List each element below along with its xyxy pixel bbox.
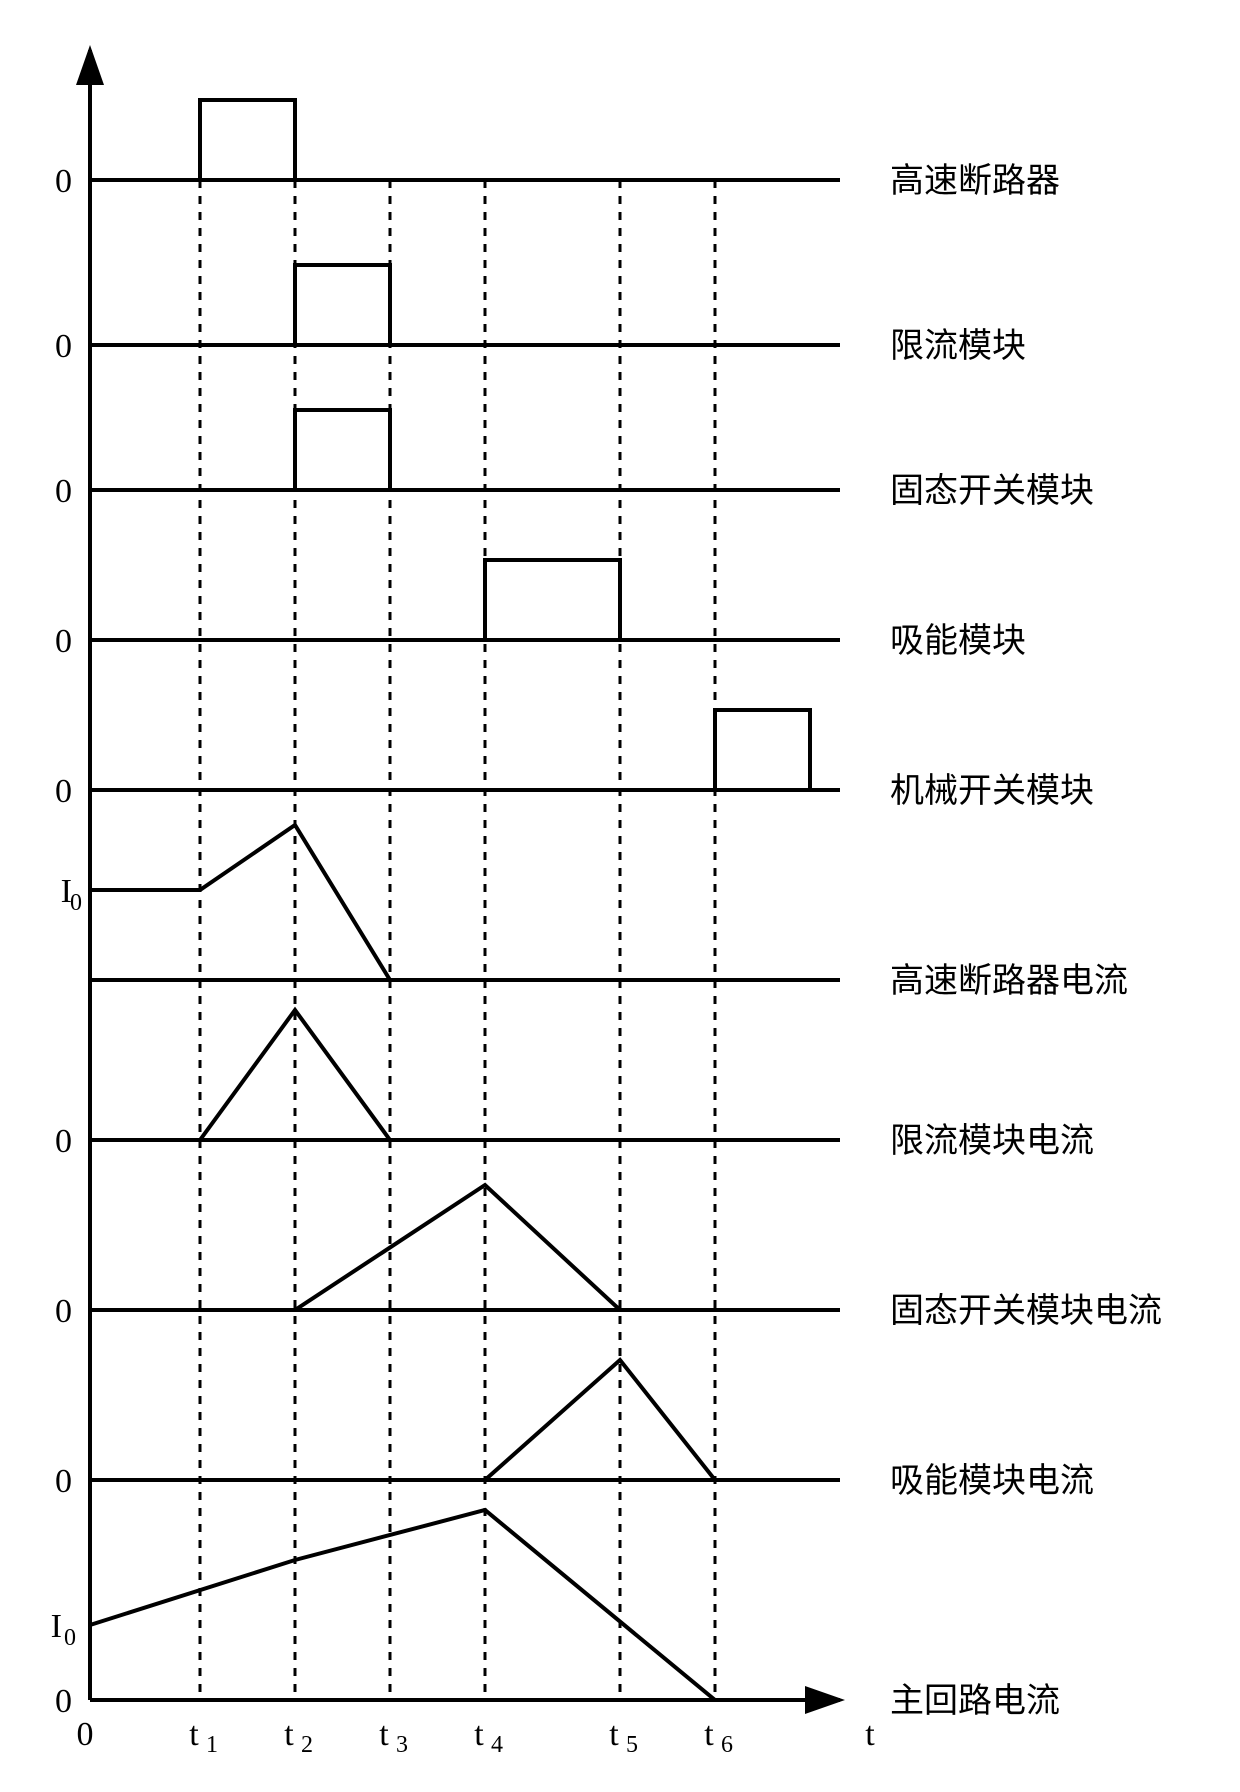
svg-text:0: 0	[55, 1293, 72, 1330]
svg-text:机械开关模块: 机械开关模块	[890, 772, 1094, 810]
svg-text:1: 1	[206, 1732, 218, 1758]
svg-text:限流模块电流: 限流模块电流	[890, 1122, 1094, 1160]
svg-text:0: 0	[55, 773, 72, 810]
svg-text:固态开关模块电流: 固态开关模块电流	[890, 1292, 1162, 1330]
diagram-svg: 0高速断路器0限流模块0固态开关模块0吸能模块0机械开关模块I0高速断路器电流0…	[20, 20, 1220, 1770]
svg-text:0: 0	[55, 1463, 72, 1500]
svg-text:4: 4	[491, 1732, 503, 1758]
svg-text:高速断路器电流: 高速断路器电流	[890, 962, 1128, 1000]
svg-text:0: 0	[70, 890, 82, 916]
svg-text:t: t	[865, 1716, 875, 1753]
svg-text:固态开关模块: 固态开关模块	[890, 472, 1094, 510]
svg-text:主回路电流: 主回路电流	[890, 1682, 1060, 1720]
svg-text:t: t	[189, 1716, 199, 1753]
svg-text:t: t	[379, 1716, 389, 1753]
svg-text:3: 3	[396, 1732, 408, 1758]
svg-text:0: 0	[55, 163, 72, 200]
svg-text:I: I	[51, 1608, 62, 1645]
svg-text:6: 6	[721, 1732, 733, 1758]
svg-text:限流模块: 限流模块	[890, 327, 1026, 365]
svg-text:0: 0	[64, 1625, 76, 1651]
svg-text:高速断路器: 高速断路器	[890, 162, 1060, 200]
svg-text:t: t	[284, 1716, 294, 1753]
svg-text:0: 0	[55, 328, 72, 365]
timing-diagram-chart: 0高速断路器0限流模块0固态开关模块0吸能模块0机械开关模块I0高速断路器电流0…	[20, 20, 1220, 1770]
svg-text:0: 0	[55, 1683, 72, 1720]
svg-text:0: 0	[77, 1716, 94, 1753]
svg-text:2: 2	[301, 1732, 313, 1758]
svg-text:吸能模块电流: 吸能模块电流	[890, 1462, 1094, 1500]
svg-text:t: t	[609, 1716, 619, 1753]
svg-text:0: 0	[55, 473, 72, 510]
svg-text:t: t	[704, 1716, 714, 1753]
svg-text:吸能模块: 吸能模块	[890, 622, 1026, 660]
svg-text:0: 0	[55, 1123, 72, 1160]
svg-text:5: 5	[626, 1732, 638, 1758]
svg-text:0: 0	[55, 623, 72, 660]
svg-text:t: t	[474, 1716, 484, 1753]
